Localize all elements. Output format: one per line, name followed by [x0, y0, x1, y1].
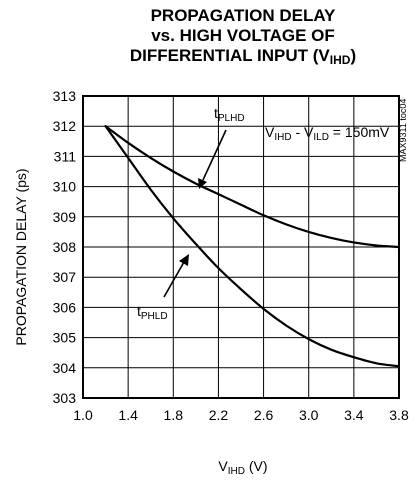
series-curves [104, 125, 401, 368]
y-tick-label: 308 [53, 239, 77, 255]
plhd-main: t [214, 105, 218, 121]
y-tick-label: 309 [53, 209, 77, 225]
series-label-plhd: tPLHD [214, 105, 245, 124]
title-line-2: vs. HIGH VOLTAGE OF [151, 26, 335, 45]
y-tick-label: 313 [53, 88, 77, 104]
series-line-tphld [104, 125, 401, 368]
condition-annotation: VIHD - VILD = 150mV [265, 124, 390, 143]
cond-s1: IHD [274, 132, 291, 143]
plhd-leader-line [202, 129, 227, 181]
y-tick-label: 310 [53, 179, 77, 195]
y-axis-label: PROPAGATION DELAY (ps) [13, 168, 29, 345]
title-subscript: IHD [329, 53, 351, 67]
x-tick-label: 1.8 [164, 407, 184, 423]
x-tick-label: 1.4 [118, 407, 138, 423]
phld-leader-line [163, 261, 185, 298]
y-tick-label: 303 [53, 390, 77, 406]
y-tick-label: 304 [53, 360, 77, 376]
phld-arrowhead [179, 254, 189, 266]
x-axis-label-sub: IHD [228, 466, 245, 477]
y-tick-label: 305 [53, 330, 77, 346]
series-line-tplhd [104, 125, 401, 249]
x-tick-label: 2.6 [254, 407, 274, 423]
cond-tail: = 150mV [329, 124, 390, 140]
plot-frame [82, 95, 400, 399]
cond-s2: ILD [313, 132, 329, 143]
figure-code: MAX9311 toc04 [398, 99, 408, 162]
title-line-1: PROPAGATION DELAY [150, 6, 336, 25]
series-label-phld: tPHLD [137, 303, 168, 322]
cond-mid: - V [292, 124, 314, 140]
phld-main: t [137, 303, 141, 319]
x-tick-label: 1.0 [73, 407, 93, 423]
x-tick-label: 3.0 [299, 407, 319, 423]
x-tick-label: 2.2 [209, 407, 229, 423]
x-tick-label: 3.8 [389, 407, 409, 423]
title-tail: ) [350, 46, 357, 65]
phld-sub: PHLD [141, 311, 168, 322]
y-tick-label: 312 [53, 118, 77, 134]
plhd-arrowhead [198, 178, 207, 189]
cond-v1: V [265, 124, 275, 140]
title-line-3-text: DIFFERENTIAL INPUT (V [129, 46, 330, 65]
chart-title: PROPAGATION DELAY vs. HIGH VOLTAGE OF DI… [75, 6, 411, 70]
y-tick-label: 306 [53, 299, 77, 315]
grid-lines [82, 95, 400, 399]
y-tick-label: 307 [53, 269, 77, 285]
x-axis-label-main: V [218, 458, 228, 474]
x-tick-label: 3.4 [344, 407, 364, 423]
plhd-sub: PLHD [218, 113, 245, 124]
title-line-3: DIFFERENTIAL INPUT (VIHD) [75, 46, 411, 70]
x-axis-label-unit: (V) [245, 458, 268, 474]
tick-labels: 1.0 1.4 1.8 2.2 2.6 3.0 3.4 3.8 303 304 305 306 307 3… [53, 88, 409, 423]
y-tick-label: 311 [54, 148, 77, 164]
x-axis-label: VIHD (V) [218, 458, 267, 477]
